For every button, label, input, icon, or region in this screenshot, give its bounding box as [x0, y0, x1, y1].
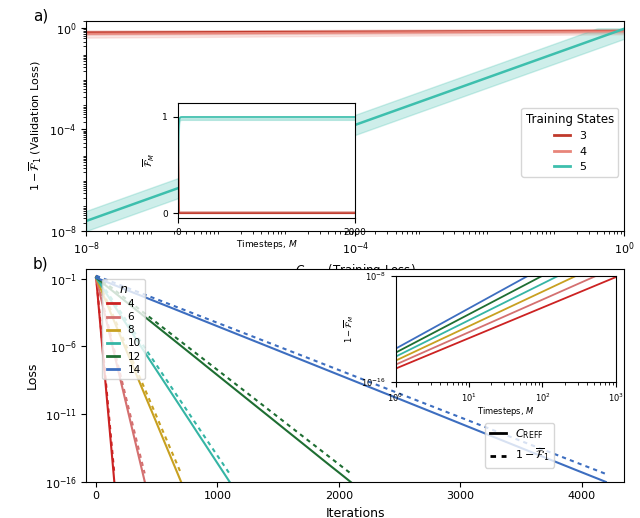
Text: b): b)	[33, 256, 48, 271]
Legend: $C_\mathrm{REFF}$, $1-\overline{\mathcal{F}}_1$: $C_\mathrm{REFF}$, $1-\overline{\mathcal…	[485, 423, 554, 468]
Text: a): a)	[33, 8, 48, 23]
X-axis label: Iterations: Iterations	[326, 507, 385, 518]
X-axis label: $C_\mathrm{REFF}$ (Training Loss): $C_\mathrm{REFF}$ (Training Loss)	[295, 263, 415, 279]
Legend: 3, 4, 5: 3, 4, 5	[522, 108, 618, 177]
Y-axis label: Loss: Loss	[26, 362, 39, 389]
Y-axis label: $1 - \overline{\mathcal{F}}_1$ (Validation Loss): $1 - \overline{\mathcal{F}}_1$ (Validati…	[28, 60, 44, 191]
